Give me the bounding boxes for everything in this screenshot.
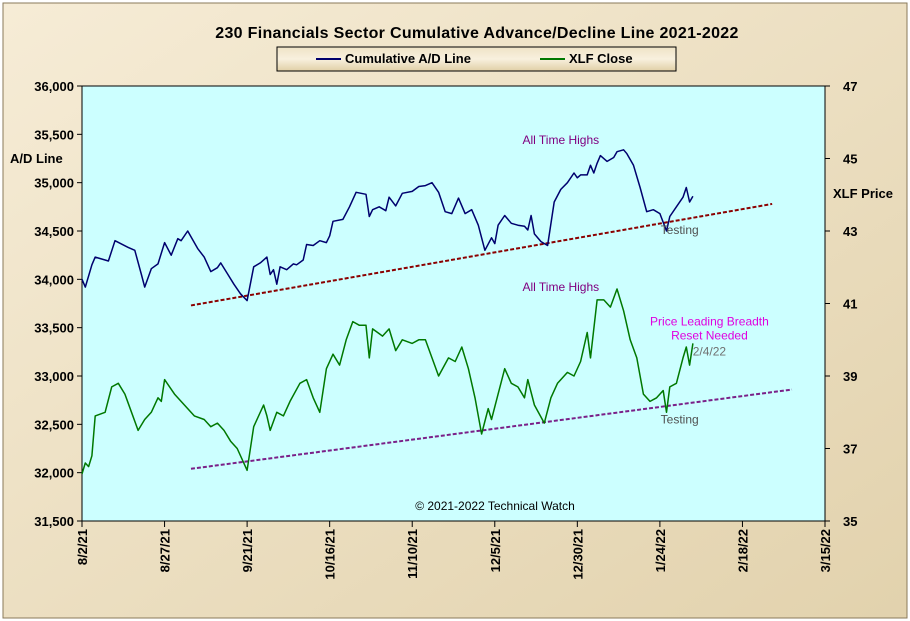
x-tick-label: 12/5/21 xyxy=(488,529,503,572)
y-left-tick-label: 34,500 xyxy=(34,224,74,239)
y-left-tick-label: 32,500 xyxy=(34,417,74,432)
legend-box xyxy=(276,46,677,72)
trendline-1 xyxy=(190,202,773,307)
annotations: All Time Highs All Time Highs Testing Testi… xyxy=(522,133,768,426)
x-tick-label: 11/10/21 xyxy=(405,529,420,579)
annotation-label: Reset Needed xyxy=(671,328,748,342)
y-axis-right: 35 37 39 41 43 45 47 xyxy=(825,79,857,529)
legend-label-ad-line: Cumulative A/D Line xyxy=(345,51,471,66)
y-right-tick-label: 35 xyxy=(843,514,857,529)
y-right-tick-label: 45 xyxy=(843,152,857,167)
annotation-label: Price Leading Breadth xyxy=(650,315,769,329)
y-right-tick-label: 47 xyxy=(843,79,857,94)
annotation-label: All Time Highs xyxy=(522,280,599,294)
x-tick-label: 9/21/21 xyxy=(240,529,255,572)
y-left-tick-label: 35,000 xyxy=(34,176,74,191)
trendline-2 xyxy=(190,388,793,470)
y-right-tick-label: 41 xyxy=(843,297,857,312)
x-tick-label: 10/16/21 xyxy=(323,529,338,580)
y-axis-left-label: A/D Line xyxy=(10,151,63,166)
annotation-label: Testing xyxy=(661,223,699,237)
y-left-tick-label: 32,000 xyxy=(34,466,74,481)
annotation-label: All Time Highs xyxy=(522,133,599,147)
series-lines xyxy=(81,149,694,475)
series-xlf-close xyxy=(81,288,694,475)
plot-area xyxy=(81,85,826,522)
x-tick-label: 12/30/21 xyxy=(570,529,585,580)
y-left-tick-label: 33,000 xyxy=(34,369,74,384)
x-tick-label: 1/24/22 xyxy=(653,529,668,572)
y-left-tick-label: 35,500 xyxy=(34,127,74,142)
y-axis-left: 31,500 32,000 32,500 33,000 33,500 34,000 34,5… xyxy=(34,79,82,529)
y-right-tick-label: 37 xyxy=(843,442,857,457)
y-left-tick-label: 31,500 xyxy=(34,514,74,529)
legend-label-xlf-close: XLF Close xyxy=(569,51,633,66)
y-left-tick-label: 33,500 xyxy=(34,321,74,336)
x-tick-label: 8/2/21 xyxy=(75,529,90,565)
copyright-text: © 2021-2022 Technical Watch xyxy=(415,499,575,513)
x-tick-label: 8/27/21 xyxy=(158,529,173,572)
y-left-tick-label: 34,000 xyxy=(34,272,74,287)
chart-title: 230 Financials Sector Cumulative Advance… xyxy=(215,25,738,42)
trendlines xyxy=(190,202,793,470)
annotation-label: Testing xyxy=(661,412,699,426)
y-right-tick-label: 43 xyxy=(843,224,857,239)
x-axis: 8/2/21 8/27/21 9/21/21 10/16/21 11/10/21 12/5… xyxy=(75,521,833,580)
x-tick-label: 2/18/22 xyxy=(735,529,750,572)
y-left-tick-label: 36,000 xyxy=(34,79,74,94)
y-axis-right-label: XLF Price xyxy=(833,186,893,201)
annotation-label: 2/4/22 xyxy=(693,345,727,359)
y-right-tick-label: 39 xyxy=(843,369,857,384)
x-tick-label: 3/15/22 xyxy=(818,529,833,572)
series-ad-line xyxy=(81,149,694,302)
legend: Cumulative A/D Line XLF Close xyxy=(276,46,677,72)
